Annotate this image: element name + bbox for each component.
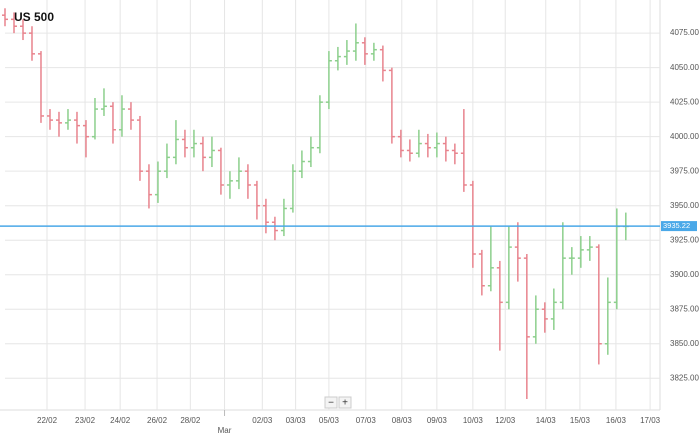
current-price-label: 3935.22: [663, 221, 690, 230]
y-tick-label: 4075.00: [670, 28, 699, 37]
x-tick-label: 03/03: [286, 416, 307, 425]
x-tick-label: 14/03: [536, 416, 557, 425]
y-tick-label: 4025.00: [670, 97, 699, 106]
x-tick-label: 22/02: [37, 416, 58, 425]
x-tick-label: 15/03: [570, 416, 591, 425]
x-tick-label: 24/02: [110, 416, 131, 425]
chart-title: US 500: [14, 10, 54, 24]
x-tick-label: 09/03: [427, 416, 448, 425]
y-tick-label: 3900.00: [670, 270, 699, 279]
x-tick-label: 23/02: [75, 416, 96, 425]
x-tick-label: 08/03: [392, 416, 413, 425]
x-tick-label: 28/02: [180, 416, 201, 425]
x-tick-label: 02/03: [252, 416, 273, 425]
y-tick-label: 3975.00: [670, 166, 699, 175]
month-label: Mar: [218, 426, 232, 435]
y-tick-label: 3825.00: [670, 373, 699, 382]
y-tick-label: 3950.00: [670, 201, 699, 210]
zoom-button-label[interactable]: +: [342, 398, 348, 409]
zoom-button-label[interactable]: −: [328, 398, 334, 409]
zoom-button[interactable]: [338, 396, 352, 409]
x-tick-label: 17/03: [640, 416, 661, 425]
x-tick-label: 05/03: [319, 416, 340, 425]
y-tick-label: 3850.00: [670, 339, 699, 348]
y-tick-label: 3925.00: [670, 235, 699, 244]
x-tick-label: 12/03: [495, 416, 516, 425]
y-tick-label: 4050.00: [670, 63, 699, 72]
current-price-box: [661, 221, 697, 232]
zoom-button[interactable]: [324, 396, 338, 409]
x-tick-label: 10/03: [463, 416, 484, 425]
y-tick-label: 4000.00: [670, 132, 699, 141]
x-tick-label: 16/03: [606, 416, 627, 425]
x-tick-label: 07/03: [356, 416, 377, 425]
y-tick-label: 3875.00: [670, 304, 699, 313]
x-tick-label: 26/02: [147, 416, 168, 425]
